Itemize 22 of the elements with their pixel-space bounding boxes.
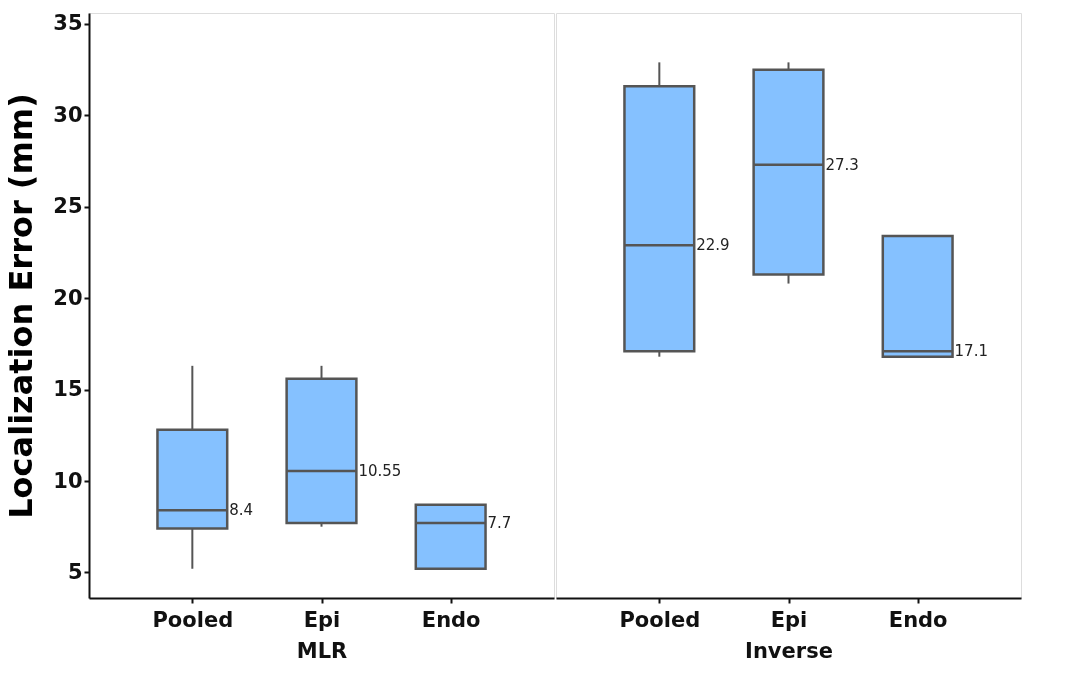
text: 7.7 — [487, 514, 512, 533]
x-tick-label: Endo — [421, 607, 481, 632]
text: 17.1 — [954, 342, 988, 361]
x-axis-title: MLR — [296, 638, 348, 663]
text: 22.9 — [696, 236, 730, 255]
x-tick-label: Endo — [888, 607, 948, 632]
x-tick-label: Epi — [770, 607, 808, 632]
text: 10.55 — [358, 461, 402, 480]
y-tick-label: 10 — [53, 468, 83, 493]
y-tick-label: 15 — [53, 377, 83, 402]
y-tick-label: 35 — [53, 11, 83, 36]
y-tick-label: 20 — [53, 285, 83, 310]
text: 27.3 — [825, 155, 859, 174]
y-tick-label: 5 — [67, 559, 83, 584]
y-axis-title: Localization Error (mm) — [2, 93, 41, 519]
text: 8.4 — [229, 501, 254, 520]
y-tick-label: 30 — [53, 102, 83, 127]
x-axis-title: Inverse — [745, 638, 833, 663]
y-tick-label: 25 — [53, 194, 83, 219]
x-tick-label: Pooled — [152, 607, 234, 632]
x-tick-label: Epi — [303, 607, 341, 632]
x-tick-label: Pooled — [619, 607, 701, 632]
